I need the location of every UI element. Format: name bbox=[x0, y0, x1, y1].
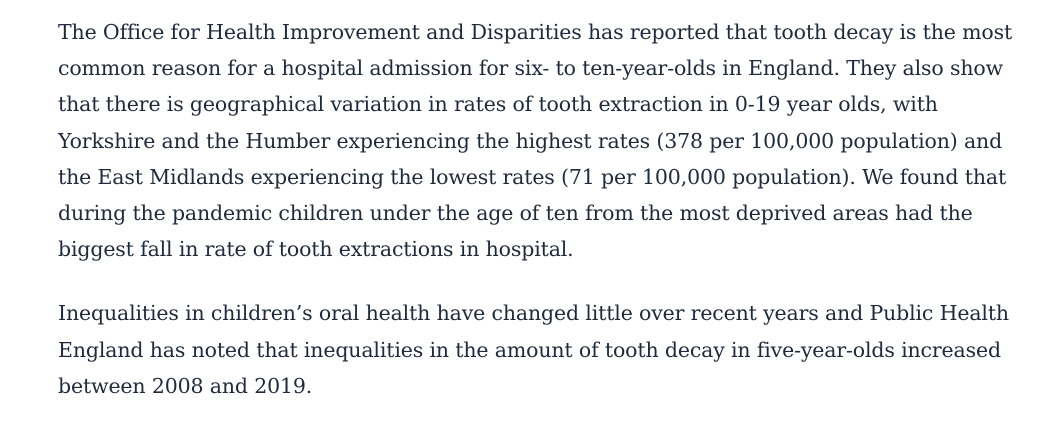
article-body: The Office for Health Improvement and Di… bbox=[58, 14, 1038, 404]
paragraph-tooth-decay-admissions: The Office for Health Improvement and Di… bbox=[58, 20, 1013, 262]
paragraph-oral-health-inequalities: Inequalities in children’s oral health h… bbox=[58, 301, 1009, 398]
